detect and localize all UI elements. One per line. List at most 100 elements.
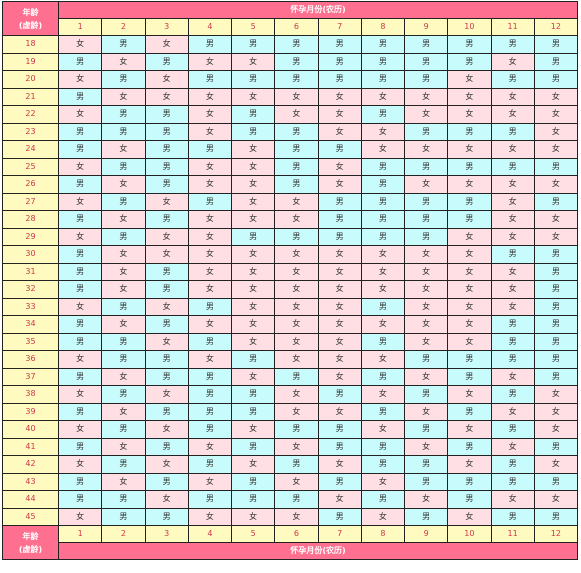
gender-cell: 女 bbox=[187, 280, 233, 299]
table-row: 43 男女男女男女男女男男男男 bbox=[2, 472, 579, 491]
age-cell: 34 bbox=[2, 315, 59, 334]
gender-cell: 男 bbox=[144, 350, 189, 369]
gender-cell: 男 bbox=[533, 332, 579, 351]
gender-cell: 女 bbox=[57, 350, 103, 369]
gender-cell: 男 bbox=[317, 420, 362, 439]
gender-cell: 女 bbox=[187, 437, 233, 456]
gender-cell: 女 bbox=[230, 52, 276, 71]
gender-cell: 女 bbox=[144, 332, 189, 351]
gender-cell: 女 bbox=[533, 385, 579, 404]
gender-cell: 女 bbox=[187, 315, 233, 334]
gender-cell: 男 bbox=[447, 122, 492, 141]
gender-cell: 男 bbox=[360, 157, 406, 176]
age-cell: 18 bbox=[2, 35, 59, 54]
gender-cell: 男 bbox=[317, 227, 362, 246]
table-row: 21 男女女女女女女女女女女女 bbox=[2, 87, 579, 106]
gender-cell: 女 bbox=[447, 262, 492, 281]
gender-cell: 女 bbox=[101, 140, 146, 159]
gender-cell: 女 bbox=[403, 105, 449, 124]
gender-cell: 女 bbox=[490, 227, 535, 246]
gender-cell: 女 bbox=[57, 157, 103, 176]
gender-cell: 女 bbox=[490, 367, 535, 386]
gender-cell: 男 bbox=[57, 122, 103, 141]
gender-cell: 男 bbox=[230, 490, 276, 509]
gender-cell: 男 bbox=[57, 140, 103, 159]
gender-cell: 女 bbox=[144, 385, 189, 404]
gender-cell: 男 bbox=[230, 70, 276, 89]
gender-cell: 女 bbox=[274, 87, 319, 106]
gender-cell: 男 bbox=[317, 437, 362, 456]
gender-cell: 男 bbox=[533, 157, 579, 176]
gender-cell: 女 bbox=[403, 140, 449, 159]
gender-cell: 女 bbox=[317, 87, 362, 106]
footer-month-5: 5 bbox=[230, 525, 276, 543]
gender-cell: 女 bbox=[274, 332, 319, 351]
gender-cell: 男 bbox=[187, 385, 233, 404]
age-cell: 22 bbox=[2, 105, 59, 124]
gender-cell: 女 bbox=[403, 87, 449, 106]
table-row: 36 女男男女男女女女男男男男 bbox=[2, 350, 579, 369]
gender-cell: 女 bbox=[57, 105, 103, 124]
age-cell: 41 bbox=[2, 437, 59, 456]
gender-cell: 女 bbox=[533, 490, 579, 509]
gender-cell: 女 bbox=[187, 507, 233, 526]
gender-cell: 男 bbox=[447, 157, 492, 176]
gender-chart: 年龄 (虚龄) 怀孕月份(农历) 1 2 3 4 5 6 7 8 9 10 11 12 18 女男女男男… bbox=[2, 1, 579, 560]
gender-cell: 女 bbox=[360, 420, 406, 439]
gender-cell: 女 bbox=[101, 52, 146, 71]
gender-cell: 男 bbox=[144, 210, 189, 229]
gender-cell: 男 bbox=[230, 35, 276, 54]
month-number-row-top: 1 2 3 4 5 6 7 8 9 10 11 12 bbox=[3, 18, 579, 36]
gender-cell: 男 bbox=[360, 227, 406, 246]
table-row: 44 男男女男男男女男女男女女 bbox=[2, 490, 579, 509]
gender-cell: 男 bbox=[533, 367, 579, 386]
gender-cell: 女 bbox=[274, 437, 319, 456]
gender-cell: 男 bbox=[101, 105, 146, 124]
gender-cell: 女 bbox=[101, 210, 146, 229]
gender-cell: 男 bbox=[101, 385, 146, 404]
gender-cell: 女 bbox=[101, 472, 146, 491]
header-month-8: 8 bbox=[360, 18, 406, 36]
gender-cell: 女 bbox=[187, 175, 233, 194]
gender-cell: 女 bbox=[57, 192, 103, 211]
table-row: 23 男男男女男男女女男男男女 bbox=[2, 122, 579, 141]
gender-cell: 男 bbox=[230, 227, 276, 246]
gender-cell: 女 bbox=[317, 402, 362, 421]
table-row: 19 男女男女女男男男男男女男 bbox=[2, 52, 579, 71]
gender-cell: 男 bbox=[57, 262, 103, 281]
age-cell: 31 bbox=[2, 262, 59, 281]
gender-cell: 女 bbox=[317, 315, 362, 334]
gender-cell: 女 bbox=[317, 455, 362, 474]
gender-cell: 男 bbox=[403, 122, 449, 141]
gender-cell: 女 bbox=[230, 140, 276, 159]
gender-cell: 女 bbox=[490, 175, 535, 194]
gender-cell: 女 bbox=[447, 227, 492, 246]
gender-cell: 男 bbox=[101, 455, 146, 474]
gender-cell: 女 bbox=[360, 122, 406, 141]
gender-cell: 男 bbox=[274, 70, 319, 89]
gender-cell: 女 bbox=[360, 472, 406, 491]
gender-cell: 男 bbox=[317, 385, 362, 404]
gender-cell: 男 bbox=[447, 367, 492, 386]
gender-cell: 男 bbox=[317, 35, 362, 54]
gender-cell: 女 bbox=[447, 70, 492, 89]
gender-cell: 女 bbox=[317, 245, 362, 264]
gender-cell: 男 bbox=[144, 315, 189, 334]
age-cell: 32 bbox=[2, 280, 59, 299]
gender-cell: 女 bbox=[274, 402, 319, 421]
gender-cell: 男 bbox=[101, 507, 146, 526]
gender-cell: 男 bbox=[144, 52, 189, 71]
gender-grid: 18 女男女男男男男男男男男男 19 男女男女女男男男男男女男 20 女男女男男男男男男女… bbox=[2, 35, 579, 526]
gender-cell: 女 bbox=[447, 175, 492, 194]
gender-cell: 女 bbox=[403, 297, 449, 316]
gender-cell: 女 bbox=[274, 262, 319, 281]
gender-cell: 男 bbox=[447, 52, 492, 71]
gender-cell: 男 bbox=[403, 227, 449, 246]
gender-cell: 女 bbox=[57, 297, 103, 316]
gender-cell: 女 bbox=[317, 367, 362, 386]
gender-cell: 女 bbox=[447, 105, 492, 124]
table-row: 40 女男女男女男男女男女男女 bbox=[2, 420, 579, 439]
gender-cell: 女 bbox=[317, 350, 362, 369]
gender-cell: 男 bbox=[360, 367, 406, 386]
gender-cell: 女 bbox=[317, 280, 362, 299]
